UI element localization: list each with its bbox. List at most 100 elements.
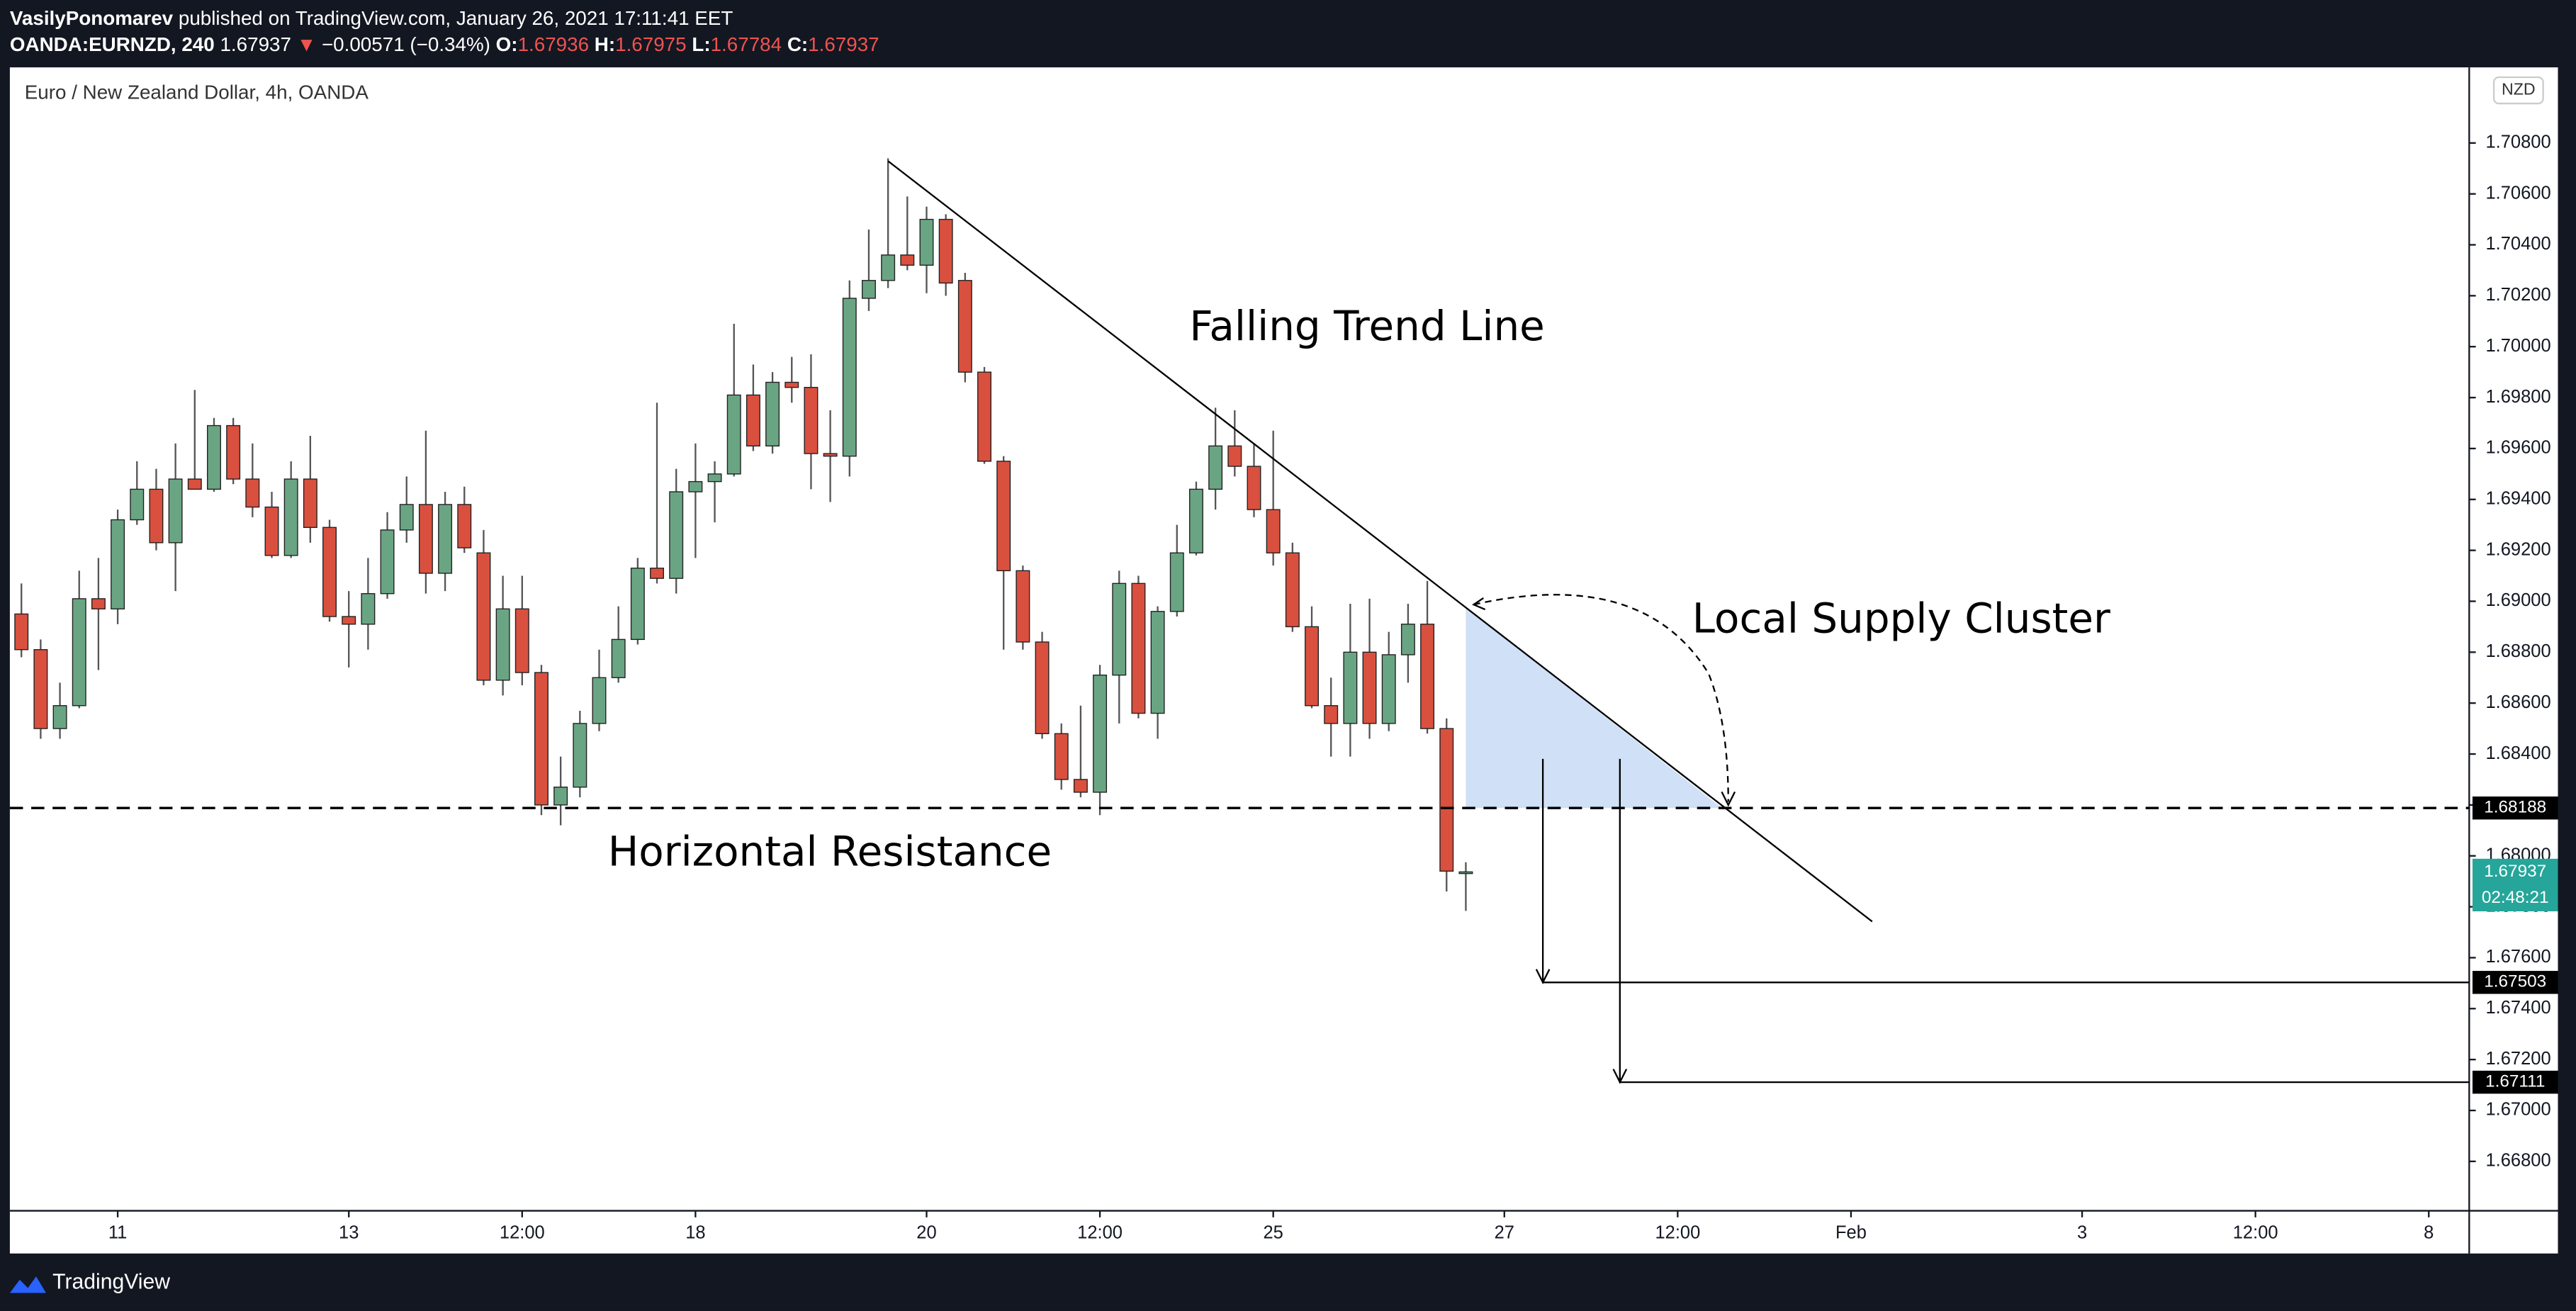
- candle-body: [361, 592, 376, 625]
- candle-body: [977, 371, 991, 462]
- candle-body: [264, 506, 279, 556]
- candle-body: [1343, 651, 1358, 724]
- candle-body: [688, 480, 703, 493]
- c-value: 1.67937: [808, 33, 879, 55]
- logo-icon: [9, 1276, 46, 1293]
- candle-body: [1266, 509, 1281, 553]
- candle-body: [881, 254, 896, 281]
- candle-body: [592, 677, 607, 724]
- y-tick-label: 1.69600: [2485, 438, 2550, 458]
- candle-body: [1150, 611, 1165, 714]
- published: published on TradingView.com, January 26…: [179, 7, 733, 29]
- y-tick-label: 1.68600: [2485, 692, 2550, 712]
- candle-body: [669, 491, 684, 579]
- candle-body: [1400, 624, 1415, 656]
- y-tick-label: 1.70200: [2485, 285, 2550, 305]
- candle-body: [1458, 871, 1473, 874]
- currency: NZD: [2502, 80, 2536, 99]
- candle-body: [33, 649, 48, 729]
- target-price-box: [2472, 971, 2558, 994]
- candle-body: [726, 394, 741, 475]
- x-tick-label: 20: [916, 1223, 936, 1243]
- o-value: 1.67936: [518, 33, 589, 55]
- x-tick-label: 27: [1495, 1223, 1514, 1243]
- candle-body: [1035, 641, 1050, 734]
- candle-body: [842, 298, 857, 457]
- candle-body: [553, 787, 568, 806]
- y-tick-label: 1.68800: [2485, 641, 2550, 661]
- y-tick-label: 1.67200: [2485, 1049, 2550, 1069]
- candle-body: [707, 473, 722, 483]
- candle-body: [14, 613, 29, 651]
- target-price-label: 1.67503: [2484, 972, 2546, 991]
- last-price: 1.67937: [220, 33, 291, 55]
- candle-body: [573, 723, 587, 788]
- plot: 1.668001.670001.672001.674001.676001.678…: [9, 133, 2558, 1243]
- resistance-label: Horizontal Resistance: [608, 828, 1052, 876]
- candle-body: [784, 381, 799, 388]
- candle-body: [1208, 445, 1223, 490]
- candle-body: [72, 598, 86, 707]
- y-tick-label: 1.67400: [2485, 998, 2550, 1018]
- x-tick-label: 11: [108, 1223, 127, 1243]
- header-line-2: OANDA:EURNZD, 240 1.67937 ▼ −0.00571 (−0…: [10, 33, 879, 55]
- logo: [9, 1276, 46, 1293]
- header-line-1: VasilyPonomarev published on TradingView…: [10, 7, 733, 29]
- candle-body: [1381, 654, 1396, 724]
- resistance-price-box: [2472, 796, 2558, 820]
- candle-body: [207, 424, 221, 490]
- candle-body: [303, 478, 317, 528]
- candle-body: [938, 218, 953, 284]
- resistance-price-label: 1.68188: [2484, 798, 2546, 817]
- chart-title: Euro / New Zealand Dollar, 4h, OANDA: [25, 81, 369, 103]
- candle-body: [900, 254, 915, 266]
- candle-body: [399, 504, 414, 531]
- author: VasilyPonomarev: [10, 7, 174, 29]
- candle-body: [476, 552, 491, 681]
- candle-body: [1169, 552, 1184, 612]
- candle-body: [1093, 674, 1108, 793]
- y-tick-label: 1.70400: [2485, 234, 2550, 254]
- y-tick-label: 1.69200: [2485, 539, 2550, 559]
- candle-body: [996, 461, 1011, 572]
- trend-line: [887, 160, 1873, 923]
- target-arrow: [1612, 758, 2470, 1084]
- curved-arrow: [1473, 594, 1729, 802]
- candle-body: [1188, 488, 1203, 553]
- candle-body: [1073, 779, 1088, 793]
- x-tick-label: 25: [1263, 1223, 1283, 1243]
- y-tick-label: 1.67000: [2485, 1100, 2550, 1120]
- candle-body: [1324, 705, 1339, 724]
- x-tick-label: 18: [685, 1223, 705, 1243]
- candle-body: [495, 608, 510, 681]
- candle-body: [804, 386, 819, 454]
- currency-badge: [2492, 76, 2544, 105]
- x-tick-label: 12:00: [1077, 1223, 1123, 1243]
- candle-body: [438, 504, 453, 574]
- chart-background: [9, 67, 2558, 1254]
- candle-body: [283, 478, 298, 556]
- y-tick-label: 1.70000: [2485, 336, 2550, 356]
- y-tick-label: 1.69800: [2485, 387, 2550, 407]
- y-tick-label: 1.69400: [2485, 488, 2550, 508]
- target-arrow: [1535, 758, 2470, 984]
- candle-body: [611, 638, 626, 678]
- candle-body: [1227, 445, 1242, 467]
- candle-body: [957, 280, 972, 373]
- candle-body: [919, 218, 934, 266]
- candle-body: [1016, 570, 1030, 643]
- countdown: 02:48:21: [2482, 888, 2549, 907]
- last-price-label: 1.67937: [2484, 862, 2546, 881]
- candle-body: [226, 424, 241, 480]
- candle-body: [457, 504, 472, 548]
- candle-body: [746, 394, 760, 447]
- candle-body: [534, 672, 549, 806]
- candle-body: [1362, 651, 1377, 724]
- candle-body: [91, 598, 106, 609]
- candle-body: [322, 527, 337, 617]
- candle-body: [514, 608, 529, 673]
- candle-body: [1247, 466, 1261, 510]
- curved-arrow-heads: [1472, 597, 1736, 807]
